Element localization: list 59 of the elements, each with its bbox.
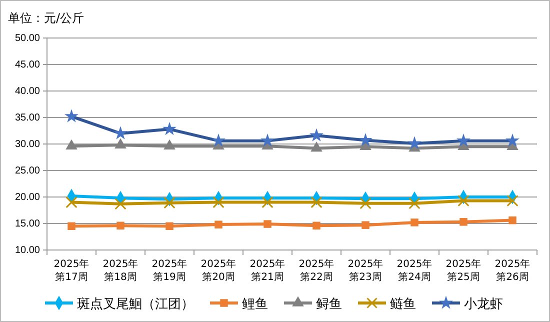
point: [508, 216, 516, 224]
x-tick-label: 2025年第24周: [396, 258, 432, 283]
point: [166, 222, 174, 230]
x-tick-label: 2025年第25周: [446, 258, 482, 283]
point: [116, 222, 124, 230]
x-tick-label: 2025年第26周: [494, 258, 530, 283]
point: [68, 222, 76, 230]
y-tick-label: 45.00: [14, 60, 40, 71]
point: [460, 218, 468, 226]
point: [408, 136, 422, 150]
point: [506, 194, 518, 207]
point: [408, 197, 420, 210]
point: [458, 194, 470, 207]
point: [310, 196, 322, 208]
y-tick-label: 20.00: [14, 192, 40, 204]
point: [312, 222, 320, 230]
point: [310, 128, 324, 142]
chart-title: 单位：元/公斤: [8, 11, 84, 25]
legend-label: 小龙虾: [464, 297, 503, 312]
y-tick-label: 50.00: [14, 33, 40, 44]
point: [260, 134, 274, 147]
y-tick-label: 30.00: [14, 139, 40, 150]
point: [262, 196, 274, 208]
point: [358, 132, 372, 146]
legend-label: 鲟鱼: [316, 297, 342, 312]
point: [212, 196, 224, 208]
x-tick-label: 2025年第21周: [250, 258, 286, 283]
y-tick-label: 10.00: [14, 245, 40, 256]
y-tick-label: 40.00: [14, 86, 40, 98]
y-tick-label: 25.00: [14, 166, 40, 177]
point: [164, 139, 176, 150]
point: [114, 198, 126, 210]
x-tick-label: 2025年第19周: [152, 258, 188, 283]
point: [66, 196, 78, 208]
y-tick-label: 35.00: [14, 112, 40, 124]
point: [264, 220, 272, 228]
point: [212, 134, 226, 147]
y-tick-label: 15.00: [14, 218, 40, 230]
x-tick-label: 2025年第23周: [348, 258, 384, 283]
point: [456, 134, 470, 147]
x-tick-label: 2025年第22周: [298, 258, 334, 283]
point: [164, 196, 176, 209]
legend-label: 鲤鱼: [242, 297, 268, 312]
point: [362, 221, 370, 229]
point: [310, 141, 322, 152]
point: [506, 134, 520, 147]
x-tick-label: 2025年第20周: [200, 258, 236, 283]
x-tick-label: 2025年第18周: [102, 258, 138, 283]
point: [66, 139, 78, 150]
legend-label: 斑点叉尾鮰（江团）: [77, 297, 194, 312]
point: [64, 109, 78, 122]
x-tick-label: 2025年第17周: [54, 258, 90, 283]
point: [410, 218, 418, 226]
point: [360, 197, 372, 210]
point: [114, 126, 128, 140]
point: [114, 138, 126, 148]
point: [162, 122, 176, 136]
legend-label: 鲢鱼: [390, 297, 416, 312]
point: [214, 220, 222, 228]
